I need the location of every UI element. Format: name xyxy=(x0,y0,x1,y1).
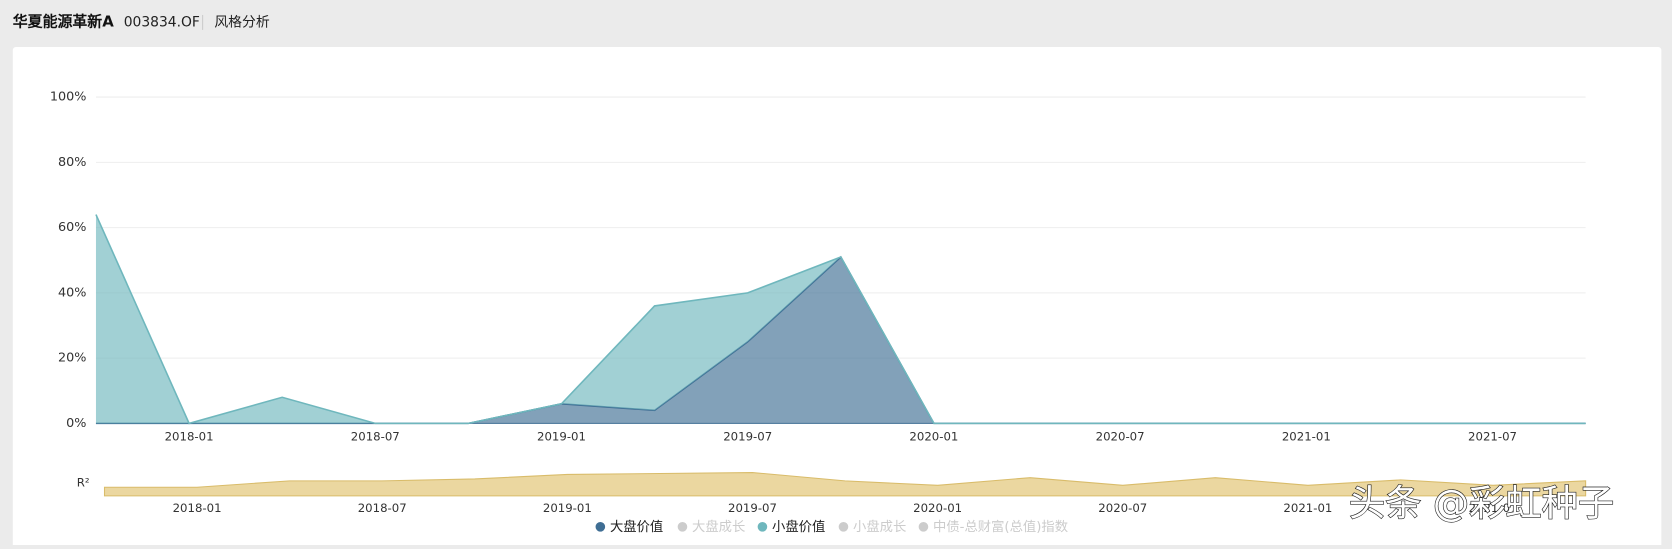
x-tick-label: 2019-07 xyxy=(723,430,772,444)
y-tick-label: 80% xyxy=(58,155,86,170)
x-tick-label: 2019-01 xyxy=(543,501,592,515)
x-tick-label: 2021-07 xyxy=(1468,430,1517,444)
tab[interactable]: 风格分析 xyxy=(214,14,270,30)
area-line xyxy=(95,214,1586,425)
y-tick-label: 100% xyxy=(50,90,87,105)
x-tick-label: 2021-01 xyxy=(1283,501,1332,515)
r2-area xyxy=(103,472,1587,497)
legend-label[interactable]: 大盘价值 xyxy=(610,518,663,535)
legend-dot xyxy=(595,522,606,532)
x-tick-label: 2021-01 xyxy=(1282,430,1331,444)
y-tick-label: 0% xyxy=(66,416,86,431)
legend-label[interactable]: 小盘价值 xyxy=(772,518,825,535)
y-tick-label: 20% xyxy=(58,351,86,366)
x-tick-label: 2021-07 xyxy=(1469,501,1518,515)
x-tick-label: 2018-01 xyxy=(173,501,222,515)
x-tick-label: 2020-07 xyxy=(1096,430,1145,444)
area xyxy=(95,256,1586,424)
fund-name: 华夏能源革新A xyxy=(13,12,114,30)
watermark: 头条 @彩虹种子 xyxy=(1349,481,1614,524)
legend-label[interactable]: 大盘成长 xyxy=(692,518,745,535)
y-tick-label: 40% xyxy=(58,285,86,300)
r2-label: R² xyxy=(77,476,90,490)
x-tick-label: 2019-01 xyxy=(537,430,586,444)
legend-dot xyxy=(838,522,849,532)
x-tick-label: 2018-01 xyxy=(165,430,214,444)
x-tick-label: 2018-07 xyxy=(351,430,400,444)
legend-dot xyxy=(757,522,768,532)
legend-dot xyxy=(918,522,929,532)
x-tick-label: 2020-07 xyxy=(1098,501,1147,515)
legend-label[interactable]: 中债-总财富(总值)指数 xyxy=(933,518,1068,535)
fund-code: 003834.OF xyxy=(124,14,200,30)
y-tick-label: 60% xyxy=(58,220,86,235)
legend-dot xyxy=(677,522,688,532)
x-tick-label: 2019-07 xyxy=(728,501,777,515)
legend-label[interactable]: 小盘成长 xyxy=(853,518,906,535)
x-tick-label: 2020-01 xyxy=(909,430,958,444)
x-tick-label: 2020-01 xyxy=(913,501,962,515)
x-tick-label: 2018-07 xyxy=(358,501,407,515)
